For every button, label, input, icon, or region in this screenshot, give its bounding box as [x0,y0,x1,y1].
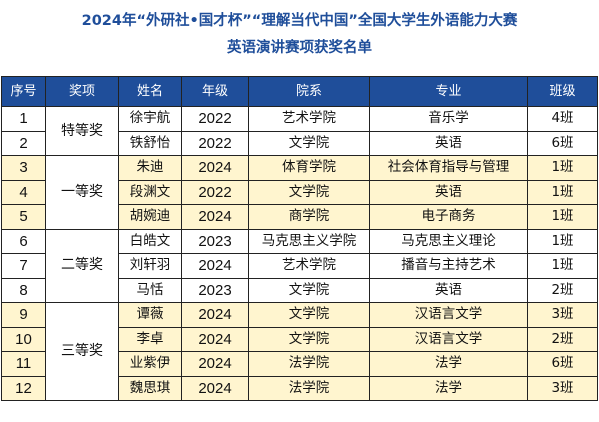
cell-major: 社会体育指导与管理 [369,155,528,181]
cell-name: 胡婉迪 [118,204,182,230]
table-row: 3 一等奖 朱迪 2024 体育学院 社会体育指导与管理 1班 [1,155,598,230]
header-grade: 年级 [181,76,249,107]
header-class: 班级 [527,76,598,107]
cell-grade: 2023 [181,228,249,254]
cell-name: 魏思琪 [118,375,182,401]
cell-award: 特等奖 [45,106,119,156]
cell-name: 刘轩羽 [118,253,182,279]
table-row: 4 段渊文 2022 文学院 英语 1班 [1,179,598,205]
cell-major: 汉语言文学 [369,302,528,328]
table-row: 1 特等奖 徐宇航 2022 艺术学院 音乐学 4班 [1,106,598,156]
table-header-row: 序号 奖项 姓名 年级 院系 专业 班级 [1,76,598,107]
cell-major: 英语 [369,179,528,205]
cell-grade: 2024 [181,302,249,328]
cell-name: 朱迪 [118,155,182,181]
cell-class: 2班 [527,277,598,303]
table-row: 12 魏思琪 2024 法学院 法学 3班 [1,375,598,401]
cell-class: 1班 [527,179,598,205]
cell-name: 业紫伊 [118,351,182,377]
document-title: 2024年“外研社•国才杯”“理解当代中国”全国大学生外语能力大赛 [81,13,518,29]
cell-class: 1班 [527,155,598,181]
cell-dept: 文学院 [248,302,370,328]
cell-major: 英语 [369,277,528,303]
cell-class: 1班 [527,204,598,230]
cell-major: 法学 [369,375,528,401]
cell-name: 马恬 [118,277,182,303]
cell-no: 11 [1,351,46,377]
cell-name: 铁舒怡 [118,130,182,156]
cell-name: 谭薇 [118,302,182,328]
cell-major: 法学 [369,351,528,377]
cell-grade: 2024 [181,351,249,377]
table-row: 8 马恬 2023 文学院 英语 2班 [1,277,598,303]
table-row: 11 业紫伊 2024 法学院 法学 6班 [1,351,598,377]
document-subtitle: 英语演讲赛项获奖名单 [227,40,372,56]
cell-dept: 马克思主义学院 [248,228,370,254]
header-major: 专业 [369,76,528,107]
cell-no: 5 [1,204,46,230]
cell-grade: 2024 [181,326,249,352]
cell-grade: 2024 [181,155,249,181]
cell-grade: 2024 [181,375,249,401]
cell-class: 2班 [527,326,598,352]
award-table: 序号 奖项 姓名 年级 院系 专业 班级 1 特等奖 徐宇航 2022 艺术学院… [1,76,598,401]
table-row: 6 二等奖 白皓文 2023 马克思主义学院 马克思主义理论 1班 [1,228,598,303]
cell-name: 李卓 [118,326,182,352]
cell-no: 4 [1,179,46,205]
header-name: 姓名 [118,76,182,107]
cell-name: 徐宇航 [118,106,182,132]
cell-grade: 2024 [181,253,249,279]
cell-major: 汉语言文学 [369,326,528,352]
cell-dept: 体育学院 [248,155,370,181]
cell-dept: 文学院 [248,130,370,156]
cell-name: 白皓文 [118,228,182,254]
cell-class: 1班 [527,253,598,279]
cell-major: 播音与主持艺术 [369,253,528,279]
cell-dept: 艺术学院 [248,253,370,279]
cell-major: 马克思主义理论 [369,228,528,254]
cell-grade: 2022 [181,179,249,205]
table-row: 9 三等奖 谭薇 2024 文学院 汉语言文学 3班 [1,302,598,401]
cell-class: 6班 [527,130,598,156]
cell-no: 10 [1,326,46,352]
cell-class: 4班 [527,106,598,132]
header-dept: 院系 [248,76,370,107]
cell-no: 6 [1,228,46,254]
cell-major: 音乐学 [369,106,528,132]
table-row: 5 胡婉迪 2024 商学院 电子商务 1班 [1,204,598,230]
cell-class: 6班 [527,351,598,377]
header-no: 序号 [1,76,46,107]
cell-class: 3班 [527,302,598,328]
cell-no: 1 [1,106,46,132]
cell-award: 一等奖 [45,155,119,230]
cell-dept: 法学院 [248,375,370,401]
cell-grade: 2023 [181,277,249,303]
cell-no: 3 [1,155,46,181]
cell-no: 8 [1,277,46,303]
header-award: 奖项 [45,76,119,107]
cell-award: 三等奖 [45,302,119,401]
cell-grade: 2022 [181,106,249,132]
cell-no: 7 [1,253,46,279]
cell-class: 1班 [527,228,598,254]
cell-major: 电子商务 [369,204,528,230]
cell-no: 9 [1,302,46,328]
cell-major: 英语 [369,130,528,156]
cell-dept: 文学院 [248,179,370,205]
cell-name: 段渊文 [118,179,182,205]
cell-grade: 2022 [181,130,249,156]
cell-class: 3班 [527,375,598,401]
cell-dept: 文学院 [248,277,370,303]
cell-dept: 文学院 [248,326,370,352]
cell-dept: 商学院 [248,204,370,230]
cell-no: 12 [1,375,46,401]
table-row: 10 李卓 2024 文学院 汉语言文学 2班 [1,326,598,352]
cell-dept: 艺术学院 [248,106,370,132]
cell-award: 二等奖 [45,228,119,303]
cell-no: 2 [1,130,46,156]
cell-grade: 2024 [181,204,249,230]
cell-dept: 法学院 [248,351,370,377]
